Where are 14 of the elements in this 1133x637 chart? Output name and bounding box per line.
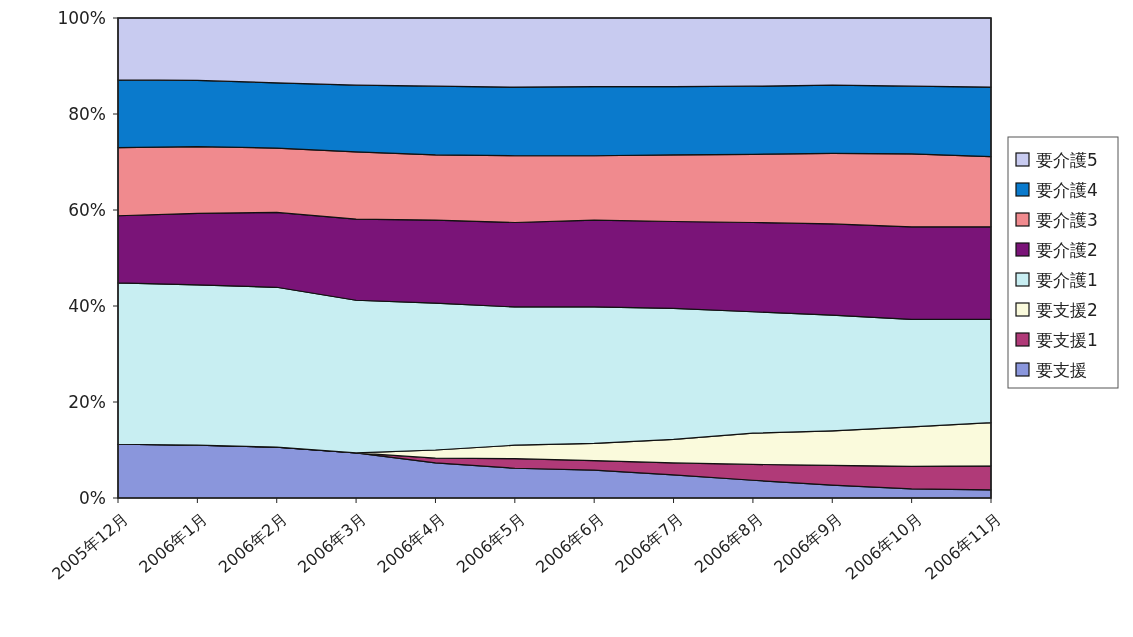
y-tick-label: 80% [68, 103, 106, 124]
legend-label: 要介護3 [1036, 209, 1098, 230]
legend-label: 要介護5 [1036, 149, 1098, 170]
legend-label: 要介護1 [1036, 269, 1098, 290]
y-tick-label: 100% [57, 7, 106, 28]
legend-label: 要支援1 [1036, 329, 1098, 350]
legend-label: 要介護2 [1036, 239, 1098, 260]
y-tick-label: 40% [68, 295, 106, 316]
legend-label: 要支援 [1036, 359, 1087, 380]
y-tick-label: 20% [68, 391, 106, 412]
legend-label: 要支援2 [1036, 299, 1098, 320]
legend-label: 要介護4 [1036, 179, 1098, 200]
y-tick-label: 0% [79, 487, 106, 508]
y-tick-label: 60% [68, 199, 106, 220]
